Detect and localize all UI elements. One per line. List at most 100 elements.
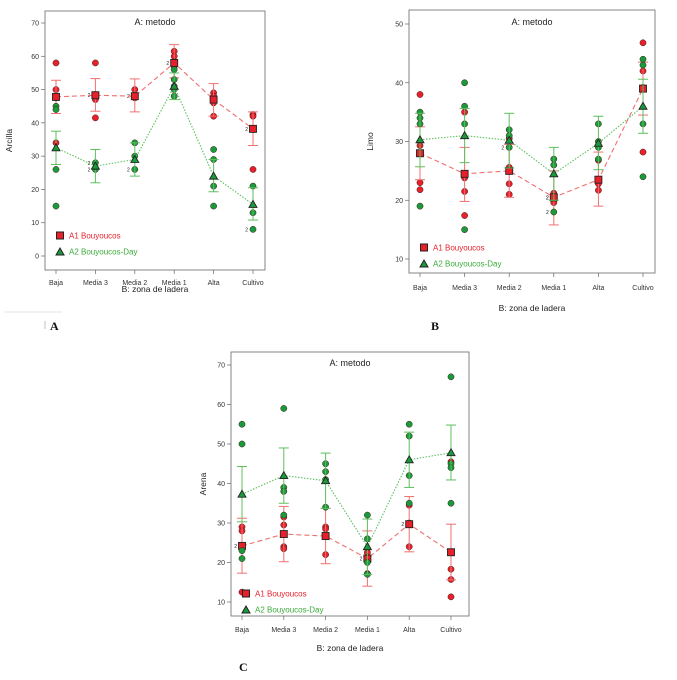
x-axis-label: B: zona de ladera	[122, 284, 189, 294]
y-axis: 0 10 20 30 40 50 60 70	[31, 21, 45, 261]
mean-marker-triangle	[415, 134, 425, 144]
x-tick-label: Baja	[413, 285, 427, 292]
data-point	[461, 212, 468, 219]
mean-marker-triangle	[90, 161, 101, 170]
y-tick-label: 10	[217, 600, 225, 607]
mean-marker-triangle	[208, 171, 219, 180]
data-point	[52, 202, 60, 210]
data-point	[238, 420, 246, 428]
legend-marker-square-icon	[242, 589, 250, 598]
plot-frame	[230, 351, 470, 617]
data-point	[416, 91, 424, 98]
x-tick-label: Alta	[592, 285, 604, 292]
x-tick-label: Baja	[49, 280, 63, 287]
plot-marks: 2 2 2	[234, 373, 456, 601]
data-point	[461, 79, 468, 87]
legend-entry-label: A2 Bouyoucos-Day	[433, 260, 501, 269]
x-tick-label: Alta	[208, 280, 220, 287]
y-tick-label: 60	[31, 54, 39, 61]
mean-marker-triangle	[279, 470, 289, 480]
data-point	[447, 499, 455, 507]
legend-marker-square-icon	[420, 243, 428, 252]
mean-marker-triangle	[593, 138, 604, 147]
mean-line	[241, 523, 452, 560]
mean-marker-square	[279, 530, 288, 539]
legend-entry-label: A1 Bouyoucos	[69, 232, 121, 241]
duplicate-count-label: 2	[88, 93, 91, 99]
y-tick-label: 70	[31, 21, 39, 28]
data-point	[416, 202, 424, 210]
chart-title: A: metodo	[134, 17, 175, 27]
duplicate-count-label: 2	[127, 167, 130, 173]
y-tick-label: 70	[217, 363, 225, 370]
y-tick-label: 10	[31, 220, 39, 227]
data-point	[238, 555, 246, 562]
data-point	[639, 61, 647, 69]
x-tick-label: Alta	[403, 627, 415, 634]
legend-entry-label: A2 Bouyoucos-Day	[255, 606, 323, 615]
data-point	[210, 202, 217, 210]
duplicate-count-label: 2	[546, 210, 549, 216]
mean-marker-triangle	[549, 168, 559, 178]
y-tick-label: 60	[217, 402, 225, 409]
legend-marker-triangle-icon	[55, 246, 65, 256]
y-tick-label: 0	[35, 254, 39, 261]
x-tick-label: Media 2	[497, 285, 522, 292]
mean-marker-triangle	[237, 489, 247, 498]
mean-marker-square	[447, 548, 455, 557]
data-point	[447, 373, 455, 381]
y-tick-label: 20	[395, 198, 403, 205]
series-a1-bouyoucos: 22	[415, 39, 648, 226]
y-tick-label: 30	[395, 139, 403, 146]
data-point	[461, 226, 468, 233]
y-tick-label: 50	[31, 87, 39, 94]
data-point	[405, 499, 413, 507]
panel-label-c: C	[239, 660, 248, 674]
legend-entry-label: A1 Bouyoucos	[433, 244, 485, 253]
mean-marker-triangle	[362, 541, 373, 551]
duplicate-count-label: 2	[245, 127, 248, 133]
data-point	[416, 179, 424, 186]
mean-marker-triangle	[446, 447, 456, 457]
y-axis-label: Limo	[365, 132, 375, 151]
panel-label-a: A	[50, 319, 59, 333]
panel-label-b: B	[431, 319, 439, 333]
data-point	[238, 547, 246, 555]
x-axis: Baja Media 3 Media 2 Media 1 Alta Cultivo	[235, 616, 462, 634]
y-tick-label: 20	[217, 560, 225, 567]
mean-marker-square	[321, 532, 330, 540]
duplicate-count-label: 2	[166, 61, 169, 67]
legend-marker-triangle-icon	[419, 258, 429, 268]
x-tick-label: Media 3	[271, 627, 296, 634]
mean-marker-square	[594, 175, 603, 184]
x-tick-label: Cultivo	[632, 285, 654, 292]
x-tick-label: Media 3	[452, 285, 477, 292]
x-axis: Baja Media 3 Media 2 Media 1 Alta Cultivo	[49, 270, 264, 287]
x-tick-label: Media 1	[541, 285, 566, 292]
y-axis: 10 20 30 40 50	[395, 22, 409, 264]
y-tick-label: 30	[31, 154, 39, 161]
duplicate-count-label: 2	[88, 167, 91, 173]
mean-marker-triangle	[248, 199, 258, 208]
y-tick-label: 50	[217, 442, 225, 449]
mean-marker-square	[91, 91, 100, 100]
data-point	[249, 166, 257, 173]
mean-marker-triangle	[404, 454, 414, 464]
series-a1-bouyoucos: 2 2 2 2	[51, 44, 258, 173]
mean-line	[55, 84, 254, 205]
duplicate-count-label: 2	[546, 195, 549, 201]
series-a1-bouyoucos: 2 2 2	[234, 458, 456, 601]
duplicate-count-label: 2	[360, 557, 363, 563]
mean-line	[419, 105, 644, 175]
x-tick-label: Cultivo	[440, 627, 462, 634]
mean-line	[55, 62, 254, 130]
legend: A1 Bouyoucos A2 Bouyoucos-Day	[419, 243, 501, 269]
mean-marker-triangle	[459, 130, 470, 140]
y-axis: 10 20 30 40 50 60 70	[217, 363, 231, 607]
data-point	[550, 208, 558, 216]
duplicate-count-label: 2	[245, 227, 248, 233]
mean-marker-triangle	[504, 135, 514, 144]
